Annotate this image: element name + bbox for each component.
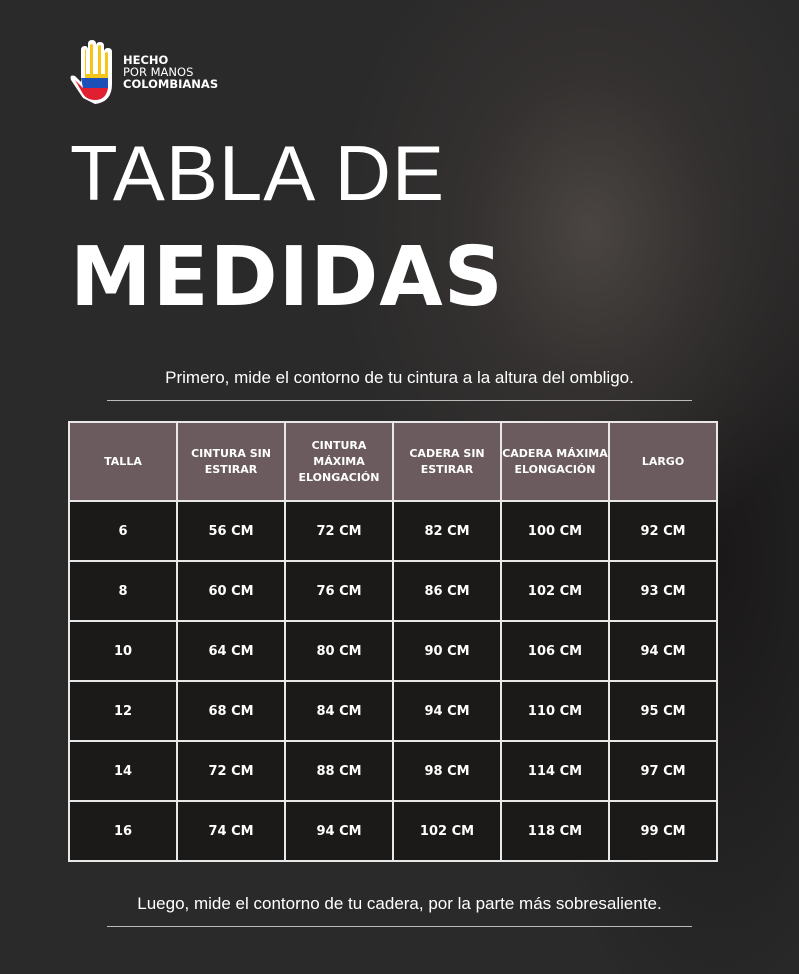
table-cell: 94 CM	[284, 800, 394, 862]
table-row: 10 64 CM 80 CM 90 CM 106 CM 94 CM	[68, 620, 718, 682]
table-cell: 99 CM	[608, 800, 718, 862]
table-cell: 93 CM	[608, 560, 718, 622]
table-cell: 72 CM	[284, 500, 394, 562]
logo-line1: HECHO	[123, 53, 169, 67]
table-cell: 114 CM	[500, 740, 610, 802]
logo-line3: COLOMBIANAS	[123, 77, 219, 91]
instruction-bottom: Luego, mide el contorno de tu cadera, po…	[137, 894, 662, 913]
header-cell: CADERA SIN ESTIRAR	[392, 421, 502, 502]
table-row: 6 56 CM 72 CM 82 CM 100 CM 92 CM	[68, 500, 718, 562]
logo-line2: POR MANOS	[123, 65, 194, 79]
table-cell: 82 CM	[392, 500, 502, 562]
table-cell: 94 CM	[392, 680, 502, 742]
table-cell: 98 CM	[392, 740, 502, 802]
header-cell: CINTURA MÁXIMA ELONGACIÓN	[284, 421, 394, 502]
table-cell: 8	[68, 560, 178, 622]
logo: HECHO POR MANOS COLOMBIANAS	[67, 38, 218, 106]
table-cell: 76 CM	[284, 560, 394, 622]
table-cell: 12	[68, 680, 178, 742]
table-cell: 118 CM	[500, 800, 610, 862]
divider-top	[107, 400, 692, 401]
table-cell: 68 CM	[176, 680, 286, 742]
table-cell: 102 CM	[500, 560, 610, 622]
table-cell: 10	[68, 620, 178, 682]
table-cell: 14	[68, 740, 178, 802]
table-cell: 60 CM	[176, 560, 286, 622]
table-cell: 97 CM	[608, 740, 718, 802]
table-cell: 90 CM	[392, 620, 502, 682]
table-cell: 88 CM	[284, 740, 394, 802]
title-line1: TABLA DE	[70, 129, 446, 217]
table-header-row: TALLA CINTURA SIN ESTIRAR CINTURA MÁXIMA…	[68, 421, 718, 502]
table-row: 16 74 CM 94 CM 102 CM 118 CM 99 CM	[68, 800, 718, 862]
table-row: 8 60 CM 76 CM 86 CM 102 CM 93 CM	[68, 560, 718, 622]
table-cell: 92 CM	[608, 500, 718, 562]
table-cell: 102 CM	[392, 800, 502, 862]
size-table: TALLA CINTURA SIN ESTIRAR CINTURA MÁXIMA…	[68, 421, 718, 862]
table-cell: 72 CM	[176, 740, 286, 802]
table-cell: 56 CM	[176, 500, 286, 562]
hand-flag-icon	[70, 40, 112, 104]
table-cell: 64 CM	[176, 620, 286, 682]
table-cell: 84 CM	[284, 680, 394, 742]
divider-bottom	[107, 926, 692, 927]
table-cell: 74 CM	[176, 800, 286, 862]
table-cell: 106 CM	[500, 620, 610, 682]
header-cell: LARGO	[608, 421, 718, 502]
table-cell: 100 CM	[500, 500, 610, 562]
table-row: 14 72 CM 88 CM 98 CM 114 CM 97 CM	[68, 740, 718, 802]
header-cell: TALLA	[68, 421, 178, 502]
table-cell: 86 CM	[392, 560, 502, 622]
table-cell: 95 CM	[608, 680, 718, 742]
header-cell: CADERA MÁXIMA ELONGACIÓN	[500, 421, 610, 502]
table-cell: 110 CM	[500, 680, 610, 742]
table-cell: 6	[68, 500, 178, 562]
header-cell: CINTURA SIN ESTIRAR	[176, 421, 286, 502]
table-cell: 16	[68, 800, 178, 862]
title-line2: MEDIDAS	[70, 230, 504, 325]
table-cell: 80 CM	[284, 620, 394, 682]
table-row: 12 68 CM 84 CM 94 CM 110 CM 95 CM	[68, 680, 718, 742]
table-cell: 94 CM	[608, 620, 718, 682]
instruction-top: Primero, mide el contorno de tu cintura …	[165, 368, 634, 387]
